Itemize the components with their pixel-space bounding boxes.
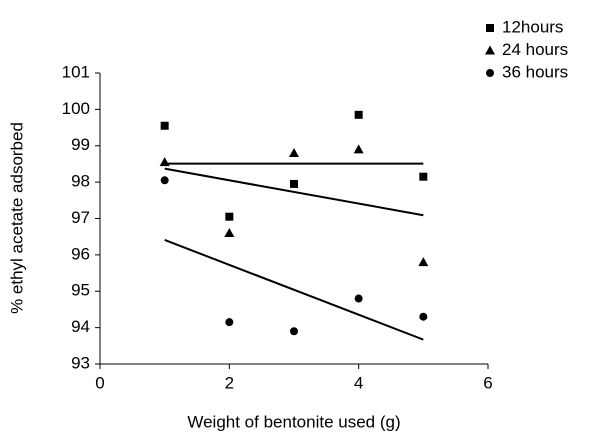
legend-label: 12hours bbox=[502, 17, 563, 36]
trend-line bbox=[164, 239, 424, 341]
point bbox=[419, 312, 428, 321]
y-tick-label: 99 bbox=[71, 135, 90, 154]
point bbox=[160, 176, 169, 185]
y-axis-label: % ethyl acetate adsorbed bbox=[7, 122, 26, 314]
legend-marker bbox=[486, 69, 494, 77]
x-tick-label: 6 bbox=[483, 373, 492, 392]
point bbox=[159, 157, 170, 167]
y-tick-label: 97 bbox=[71, 208, 90, 227]
point bbox=[289, 148, 299, 158]
x-axis-label: Weight of bentonite used (g) bbox=[187, 412, 400, 431]
legend-marker bbox=[486, 24, 494, 32]
y-tick-label: 94 bbox=[71, 317, 90, 336]
x-tick-label: 2 bbox=[225, 373, 234, 392]
x-tick-label: 4 bbox=[354, 373, 363, 392]
legend-label: 36 hours bbox=[502, 62, 568, 81]
point bbox=[225, 318, 234, 327]
trend-line bbox=[164, 167, 424, 217]
point bbox=[354, 110, 363, 119]
point bbox=[418, 257, 429, 267]
y-tick-label: 93 bbox=[71, 353, 90, 372]
point bbox=[354, 294, 363, 303]
legend-marker bbox=[485, 45, 495, 55]
point bbox=[160, 121, 169, 130]
y-tick-label: 95 bbox=[71, 281, 90, 300]
point bbox=[224, 228, 235, 238]
y-tick-label: 96 bbox=[71, 244, 90, 263]
point bbox=[419, 172, 428, 181]
y-tick-label: 100 bbox=[62, 99, 90, 118]
y-tick-label: 101 bbox=[62, 62, 90, 81]
point bbox=[225, 212, 234, 221]
y-tick-label: 98 bbox=[71, 172, 90, 191]
x-tick-label: 0 bbox=[95, 373, 104, 392]
point bbox=[290, 179, 298, 188]
point bbox=[290, 327, 298, 336]
legend-label: 24 hours bbox=[502, 40, 568, 59]
point bbox=[353, 144, 364, 154]
